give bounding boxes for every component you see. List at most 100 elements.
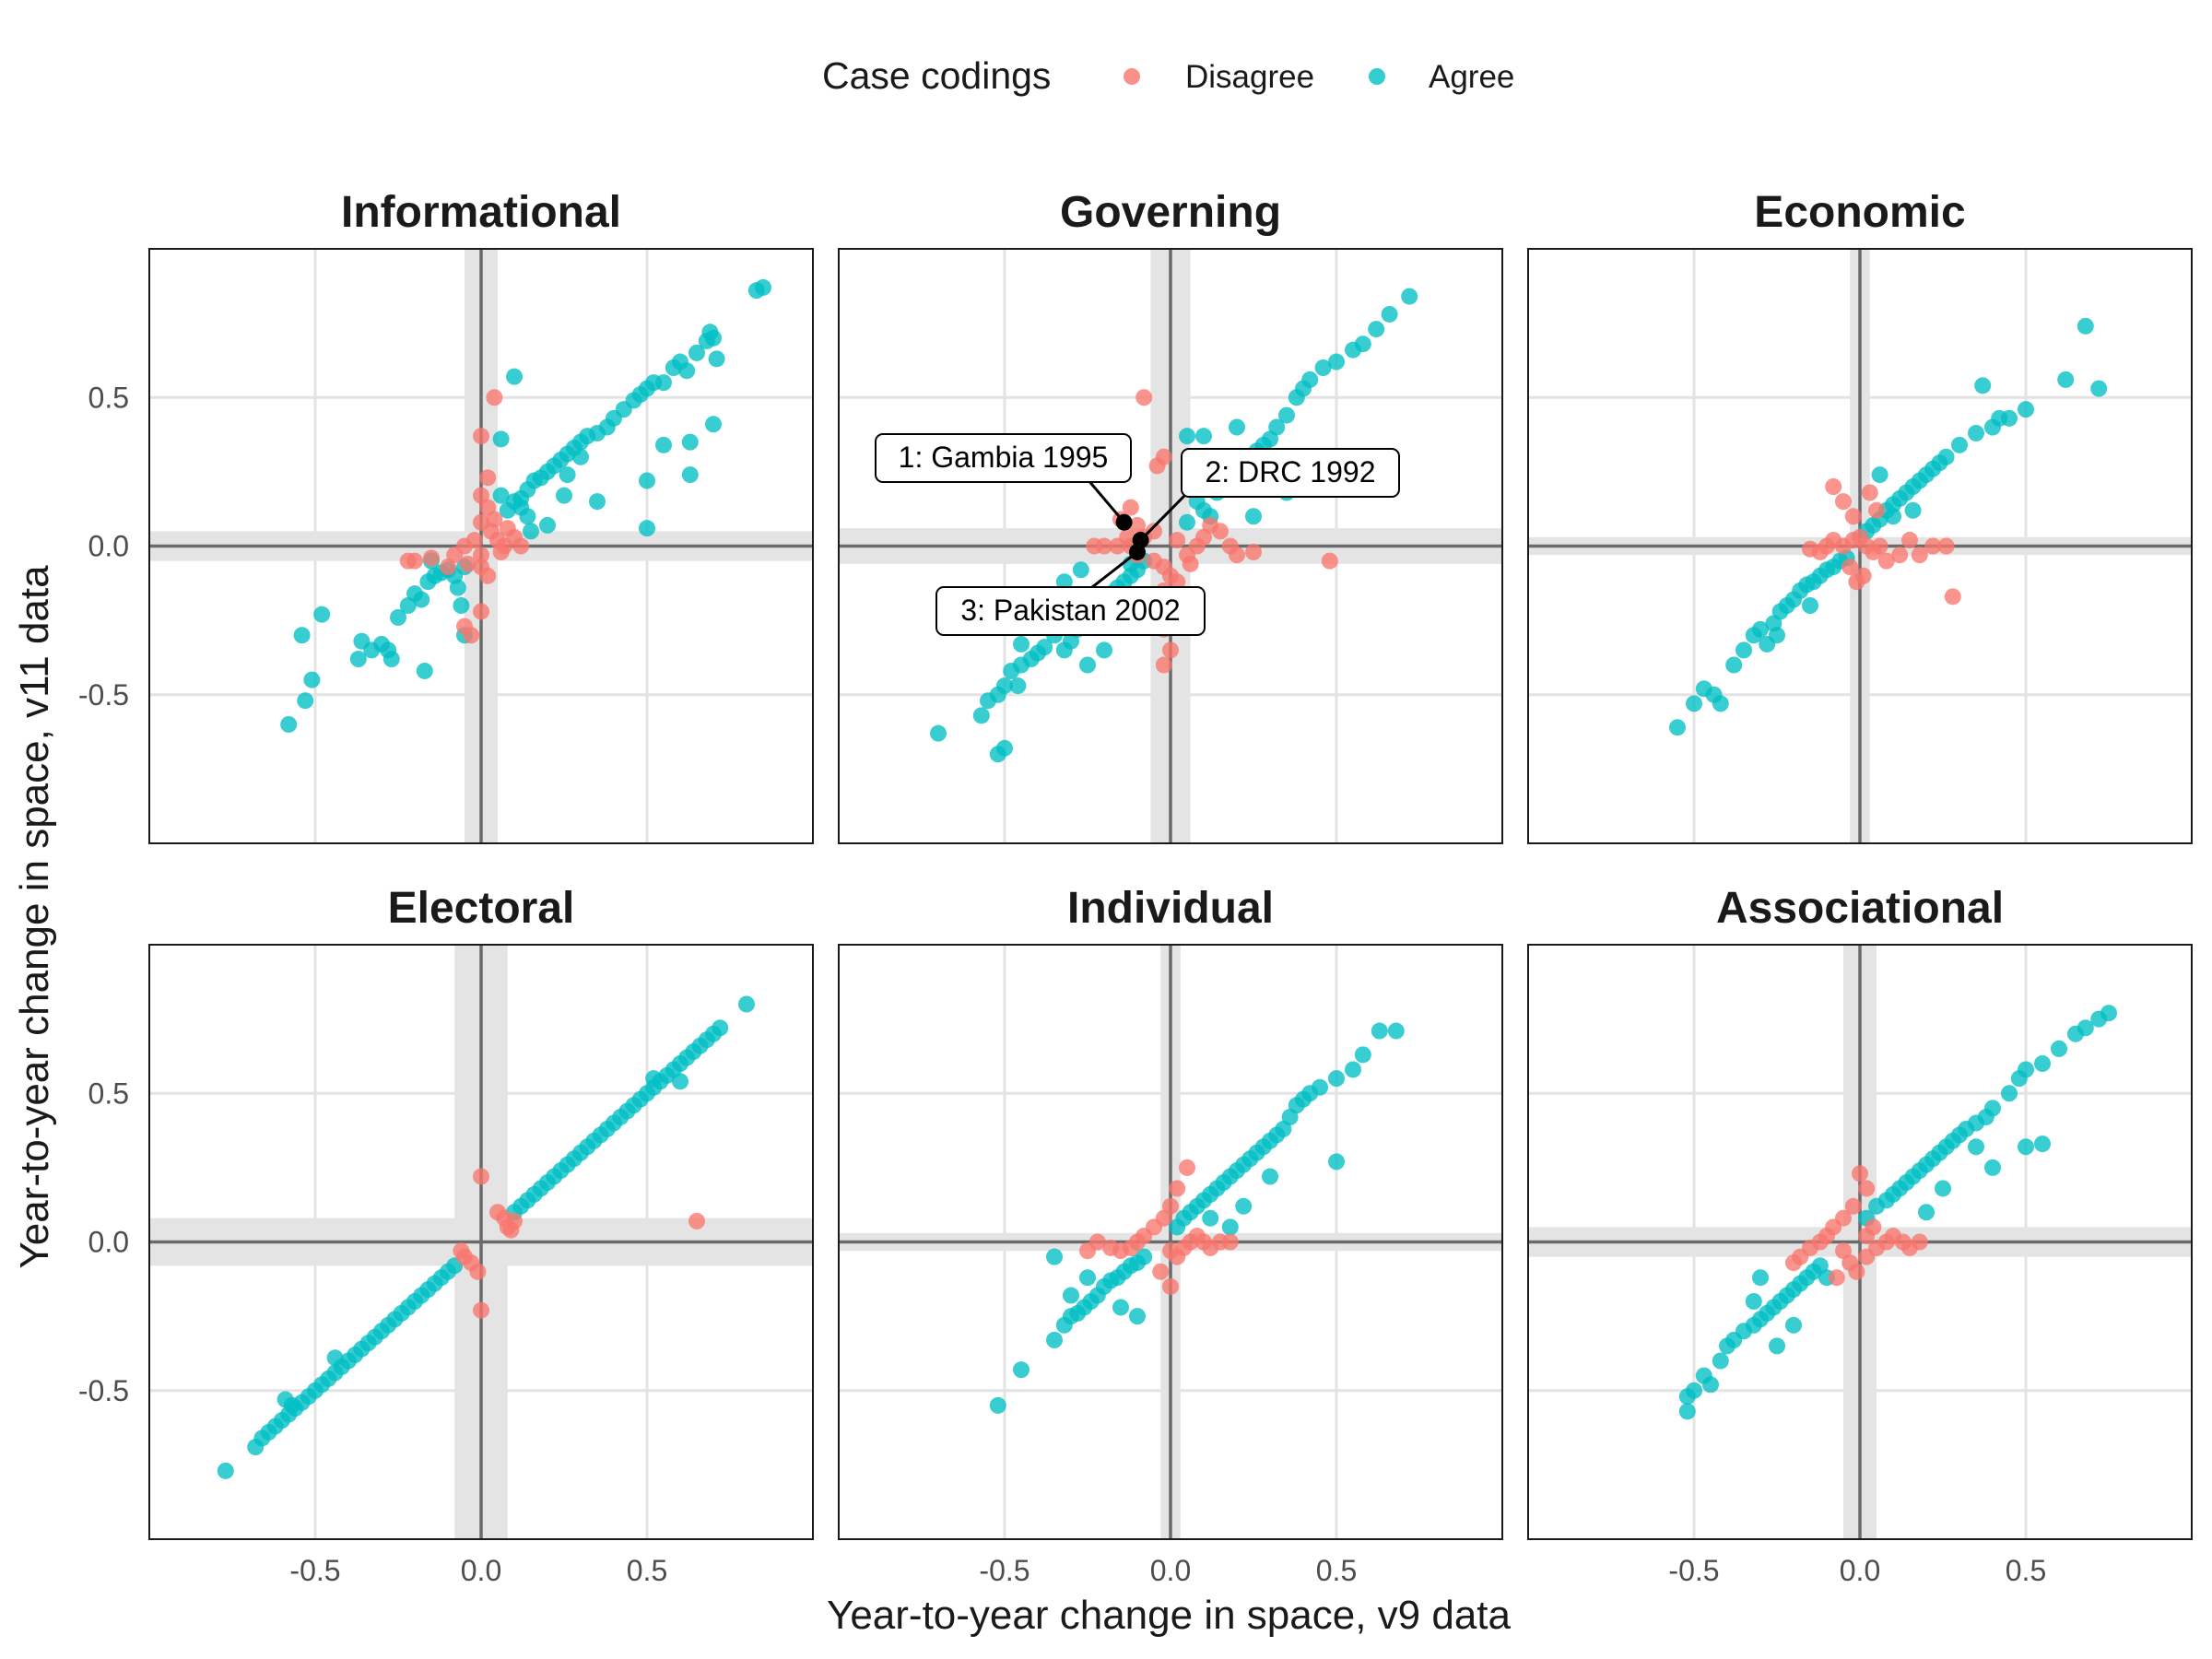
point-agree <box>681 433 699 451</box>
point-disagree <box>1162 1277 1179 1295</box>
point-agree <box>972 707 990 724</box>
point-agree <box>1036 639 1053 656</box>
annotation-point <box>1115 513 1133 531</box>
panel-economic: Economic <box>1527 188 2193 844</box>
panel-title: Individual <box>1067 884 1274 933</box>
point-agree <box>1328 353 1345 371</box>
point-agree <box>1401 288 1418 305</box>
point-agree <box>2001 1085 2018 1102</box>
point-agree <box>688 344 705 361</box>
point-agree <box>1785 1316 1802 1334</box>
point-agree <box>217 1462 234 1479</box>
point-agree <box>313 606 331 623</box>
point-agree <box>645 1070 663 1088</box>
point-agree <box>1984 1100 2001 1117</box>
legend-title: Case codings <box>822 54 1051 97</box>
point-agree <box>738 995 755 1013</box>
point-disagree <box>1212 523 1229 540</box>
point-agree <box>2034 1055 2051 1072</box>
point-agree <box>1935 1180 1951 1197</box>
point-agree <box>1268 418 1286 436</box>
point-disagree <box>1944 588 1961 606</box>
point-disagree <box>1086 537 1103 555</box>
point-agree <box>639 472 655 489</box>
point-disagree <box>1911 547 1928 564</box>
point-disagree <box>1911 1233 1928 1251</box>
point-disagree <box>1937 537 1955 555</box>
panels: Informational -0.5 0.0 0.5 Governing 1: Gambi… <box>78 188 2193 1587</box>
point-disagree <box>459 555 477 572</box>
point-agree <box>2034 1135 2051 1153</box>
point-agree <box>2051 1040 2067 1057</box>
series-agree <box>280 278 771 733</box>
annotation-leader-line <box>1091 550 1138 589</box>
panel-informational: Informational -0.5 0.0 0.5 <box>78 188 814 844</box>
point-disagree <box>1848 1263 1865 1280</box>
panel-border <box>148 944 814 1540</box>
panel-associational: Associational -0.5 0.0 0.5 <box>1527 884 2193 1587</box>
x-tick-label: 0.5 <box>627 1554 667 1587</box>
point-agree <box>589 493 606 511</box>
point-disagree <box>440 559 456 576</box>
y-tick-label: -0.5 <box>78 1374 129 1407</box>
point-agree <box>1745 1293 1762 1310</box>
point-agree <box>2077 1019 2094 1037</box>
point-agree <box>708 350 725 368</box>
point-disagree <box>473 603 489 620</box>
point-agree <box>303 671 321 688</box>
series-disagree <box>1079 1159 1239 1295</box>
point-agree <box>1301 371 1319 388</box>
point-agree <box>1712 1352 1729 1370</box>
point-agree <box>1678 1403 1696 1420</box>
point-agree <box>1245 508 1262 525</box>
panel-title: Governing <box>1060 188 1281 237</box>
point-agree <box>1371 1022 1388 1040</box>
point-disagree <box>1148 457 1166 475</box>
point-agree <box>1871 466 1888 484</box>
point-disagree <box>486 511 503 528</box>
point-agree <box>1974 377 1992 394</box>
point-agree <box>453 597 470 614</box>
panel-electoral: Electoral -0.5 0.0 0.5 -0.5 0.0 0.5 <box>78 884 814 1587</box>
point-agree <box>1328 1070 1345 1088</box>
point-disagree <box>473 1168 489 1185</box>
point-disagree <box>1828 1269 1845 1287</box>
point-disagree <box>1877 552 1895 570</box>
point-agree <box>678 362 696 380</box>
point-agree <box>1885 508 1901 525</box>
point-agree <box>492 487 510 504</box>
point-agree <box>1937 448 1955 465</box>
x-axis-title: Year-to-year change in space, v9 data <box>827 1593 1511 1638</box>
x-tick-label: -0.5 <box>979 1554 1030 1587</box>
point-agree <box>1096 641 1112 659</box>
point-agree <box>996 739 1013 757</box>
point-agree <box>506 368 523 385</box>
point-disagree <box>1858 1180 1876 1197</box>
point-agree <box>413 591 430 608</box>
point-disagree <box>423 549 440 567</box>
point-agree <box>2018 401 2034 418</box>
point-agree <box>1063 1287 1079 1304</box>
point-agree <box>755 278 771 296</box>
annotation-box <box>1181 448 1400 498</box>
panel-title: Associational <box>1716 884 2004 933</box>
point-agree <box>1055 573 1073 591</box>
point-agree <box>1968 424 1984 441</box>
point-disagree <box>1152 1263 1170 1280</box>
series-agree <box>989 1022 1405 1414</box>
point-agree <box>989 1396 1006 1414</box>
point-disagree <box>1169 532 1186 549</box>
point-agree <box>1752 620 1769 638</box>
point-disagree <box>1852 1165 1868 1182</box>
point-agree <box>1079 1269 1096 1287</box>
point-disagree <box>469 1263 487 1280</box>
point-disagree <box>1245 543 1262 560</box>
point-agree <box>519 508 536 525</box>
point-disagree <box>1079 1242 1096 1260</box>
point-disagree <box>1135 389 1153 406</box>
point-agree <box>672 1073 688 1090</box>
annotation-box <box>875 433 1132 483</box>
point-agree <box>1769 627 1785 644</box>
point-agree <box>1046 1248 1063 1265</box>
annotation-label: 2: DRC 1992 <box>1206 455 1376 488</box>
